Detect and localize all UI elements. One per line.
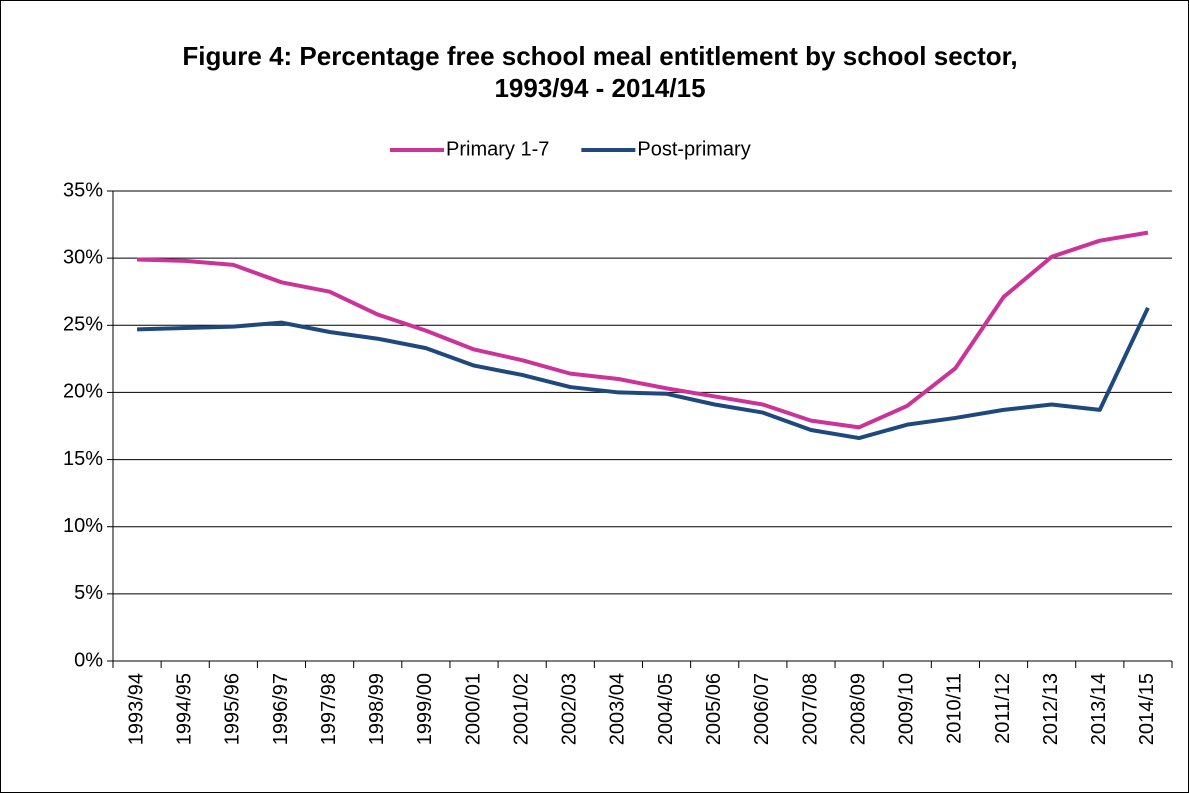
y-tick-label: 30% — [63, 246, 103, 268]
y-tick-label: 0% — [74, 649, 103, 671]
x-tick-label: 2003/04 — [607, 673, 629, 745]
y-tick-label: 15% — [63, 448, 103, 470]
x-tick-label: 1993/94 — [125, 673, 147, 745]
x-tick-label: 2001/02 — [510, 673, 532, 745]
x-tick-label: 2002/03 — [559, 673, 581, 745]
x-tick-label: 2008/09 — [847, 673, 869, 745]
legend-label: Post-primary — [637, 138, 750, 160]
x-tick-label: 1998/99 — [366, 673, 388, 745]
x-tick-label: 2014/15 — [1136, 673, 1158, 745]
y-tick-label: 20% — [63, 381, 103, 403]
x-tick-label: 1994/95 — [173, 673, 195, 745]
legend-label: Primary 1-7 — [446, 138, 549, 160]
series-line — [137, 230, 1149, 430]
x-tick-label: 2004/05 — [655, 673, 677, 745]
x-tick-label: 2000/01 — [462, 673, 484, 745]
x-tick-label: 1997/98 — [318, 673, 340, 745]
x-tick-label: 2010/11 — [944, 673, 966, 744]
x-tick-label: 1996/97 — [270, 673, 292, 745]
y-tick-label: 25% — [63, 314, 103, 336]
y-tick-label: 5% — [74, 582, 103, 604]
x-tick-label: 2005/06 — [703, 673, 725, 745]
x-tick-label: 2006/07 — [751, 673, 773, 745]
x-tick-label: 2012/13 — [1040, 673, 1062, 745]
x-tick-label: 2011/12 — [992, 673, 1014, 744]
x-tick-label: 2009/10 — [896, 673, 918, 745]
x-tick-label: 1995/96 — [222, 673, 244, 745]
y-tick-label: 35% — [63, 179, 103, 201]
x-tick-label: 2013/14 — [1088, 673, 1110, 745]
x-tick-label: 2007/08 — [799, 673, 821, 745]
y-tick-label: 10% — [63, 515, 103, 537]
chart-title: Figure 4: Percentage free school meal en… — [182, 41, 1018, 103]
series-line — [137, 306, 1150, 441]
x-tick-label: 1999/00 — [414, 673, 436, 745]
